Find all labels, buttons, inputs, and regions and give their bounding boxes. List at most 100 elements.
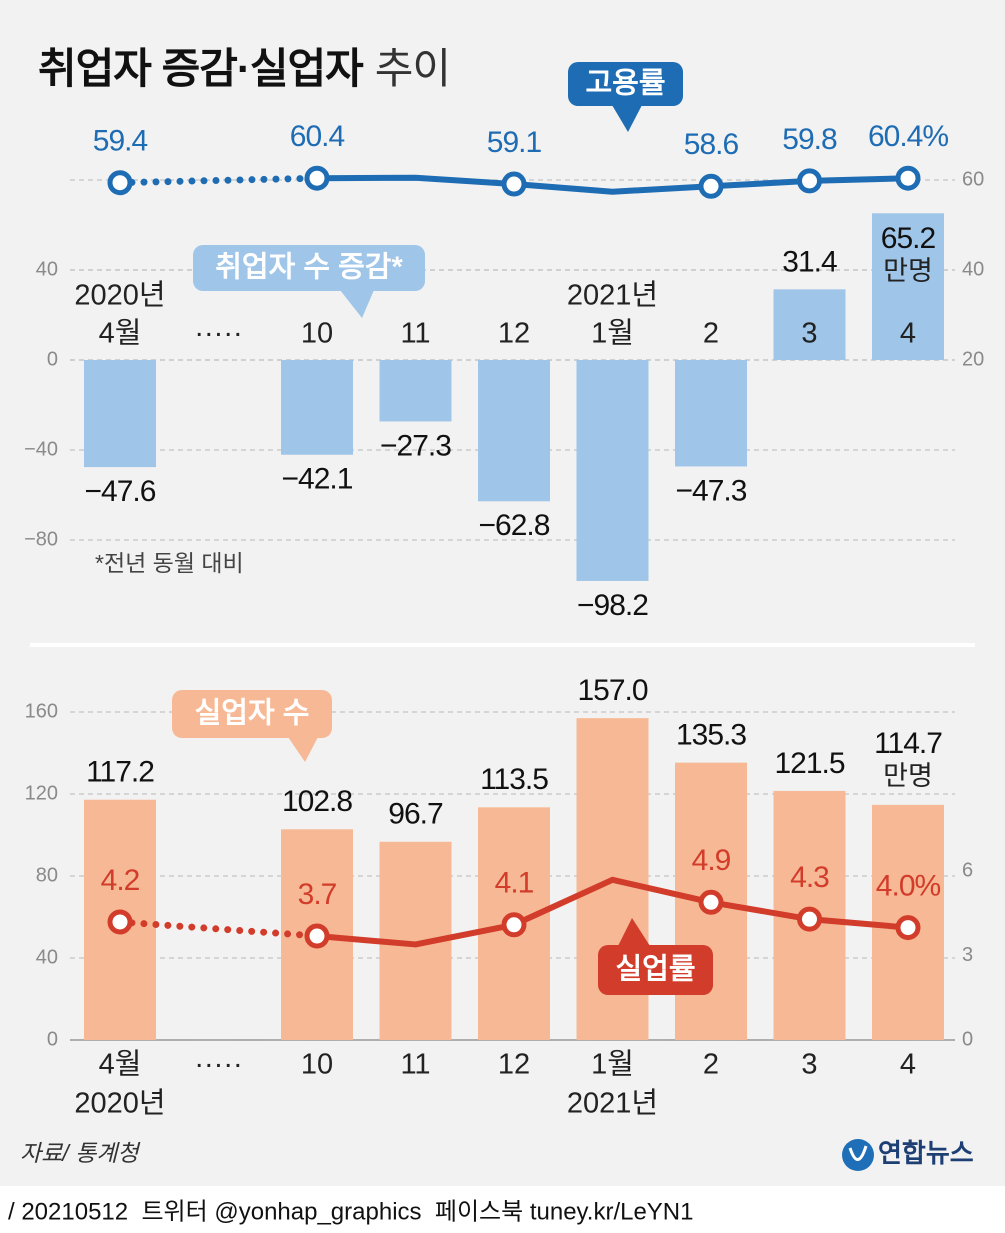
bar-value-label: 117.2	[86, 756, 154, 789]
legend-pointer	[340, 290, 374, 318]
legend-pointer	[618, 918, 650, 946]
bar	[379, 360, 452, 422]
legend-label: 취업자 수 증감*	[215, 251, 403, 284]
line-value-label: 59.8	[782, 123, 837, 156]
x-tick-label: ·····	[194, 1049, 242, 1081]
bar	[281, 360, 353, 455]
line-value-label: 4.2	[101, 864, 140, 897]
bar-value-label: 157.0	[577, 674, 647, 707]
x-tick-label: 10	[301, 1049, 333, 1081]
y-tick-label: 0	[47, 348, 58, 370]
x-tick-label: 2	[703, 318, 719, 350]
line-marker	[304, 923, 330, 949]
line-marker	[501, 912, 527, 938]
x-tick-label: 12	[498, 1049, 530, 1081]
line-marker	[797, 168, 822, 194]
line-value-label: 3.7	[298, 878, 337, 911]
line-marker	[895, 165, 921, 191]
legend-label: 고용률	[585, 68, 665, 100]
bar	[478, 360, 550, 502]
unit-label: 만명	[883, 256, 933, 286]
year-label: 2020년	[74, 280, 165, 312]
source: 자료/ 통계청	[20, 1140, 141, 1166]
legend-label: 실업률	[615, 953, 695, 986]
line-value-label: 60.4	[290, 120, 345, 153]
line-marker	[797, 906, 822, 932]
bar	[773, 289, 846, 360]
x-tick-label: 1월	[591, 317, 634, 350]
bar	[675, 360, 747, 467]
bar-value-label: 121.5	[774, 747, 844, 780]
legend-pointer	[288, 737, 318, 762]
bar-value-label: −62.8	[479, 509, 550, 542]
legend-pill	[598, 945, 713, 995]
line-marker	[107, 909, 133, 935]
y2-tick-label: 60	[962, 168, 984, 190]
x-tick-label: 4월	[99, 1048, 142, 1081]
y-tick-label: 120	[25, 782, 58, 804]
bar	[576, 360, 649, 581]
y-tick-label: −40	[24, 438, 58, 460]
x-tick-label: 1월	[591, 1048, 634, 1081]
title-bold: 취업자 증감·실업자	[38, 45, 364, 92]
line-value-label: 4.9	[692, 844, 731, 877]
bar-value-label: 31.4	[782, 245, 837, 278]
x-tick-label: 12	[498, 318, 530, 350]
gap-connector	[116, 918, 321, 940]
y-tick-label: 0	[47, 1028, 58, 1050]
bar-value-label: 65.2	[881, 222, 936, 255]
y-tick-label: 80	[36, 864, 58, 886]
line-marker	[107, 170, 133, 196]
y2-tick-label: 40	[962, 258, 984, 280]
line-marker	[895, 915, 921, 941]
bar-value-label: −47.6	[85, 475, 156, 508]
line-marker	[698, 889, 724, 915]
y2-tick-label: 6	[962, 860, 973, 882]
x-tick-label: 2	[703, 1049, 719, 1081]
line-value-label: 60.4%	[868, 120, 948, 153]
bar-value-label: 113.5	[480, 763, 548, 796]
line-value-label: 59.4	[93, 125, 148, 158]
year-label: 2021년	[567, 280, 658, 312]
x-tick-label: 11	[400, 1049, 430, 1081]
footer: / 20210512 트위터 @yonhap_graphics 페이스북 tun…	[8, 1198, 694, 1225]
x-tick-label: 3	[801, 1049, 817, 1081]
bar-value-label: 96.7	[388, 798, 443, 831]
logo-text: 연합뉴스	[878, 1138, 974, 1168]
year-label: 2021년	[567, 1088, 658, 1120]
bar-value-label: −98.2	[577, 589, 648, 622]
bar-value-label: 135.3	[676, 719, 746, 752]
line-value-label: 4.0%	[876, 870, 941, 903]
legend-pill	[193, 245, 425, 291]
year-label: 2020년	[74, 1088, 165, 1120]
x-tick-label: ·····	[194, 318, 242, 350]
footer-strip	[0, 1186, 1005, 1233]
line-value-label: 59.1	[487, 126, 542, 159]
unit-label: 만명	[883, 761, 933, 791]
y2-tick-label: 20	[962, 348, 984, 370]
bar-value-label: 114.7	[874, 727, 942, 760]
line-value-label: 58.6	[684, 128, 739, 161]
y-tick-label: −80	[24, 528, 58, 550]
line-marker	[304, 165, 330, 191]
bar-value-label: −47.3	[676, 474, 747, 507]
x-tick-label: 4	[900, 1049, 916, 1081]
bar-value-label: −42.1	[282, 463, 353, 496]
legend-label: 실업자 수	[195, 697, 310, 730]
y2-tick-label: 0	[962, 1028, 973, 1050]
line-value-label: 4.1	[495, 867, 534, 900]
y2-tick-label: 3	[962, 944, 973, 966]
line-marker	[698, 173, 724, 199]
title-light: 추이	[375, 45, 450, 92]
bar-value-label: −27.3	[380, 429, 451, 462]
bar	[872, 213, 944, 360]
logo-swirl	[848, 1145, 868, 1161]
y-tick-label: 40	[36, 946, 58, 968]
legend-pointer	[612, 105, 642, 132]
bar-value-label: 102.8	[282, 785, 352, 818]
bar	[84, 360, 156, 468]
x-tick-label: 3	[801, 318, 817, 350]
y-tick-label: 160	[25, 700, 58, 722]
logo-icon	[842, 1139, 874, 1171]
